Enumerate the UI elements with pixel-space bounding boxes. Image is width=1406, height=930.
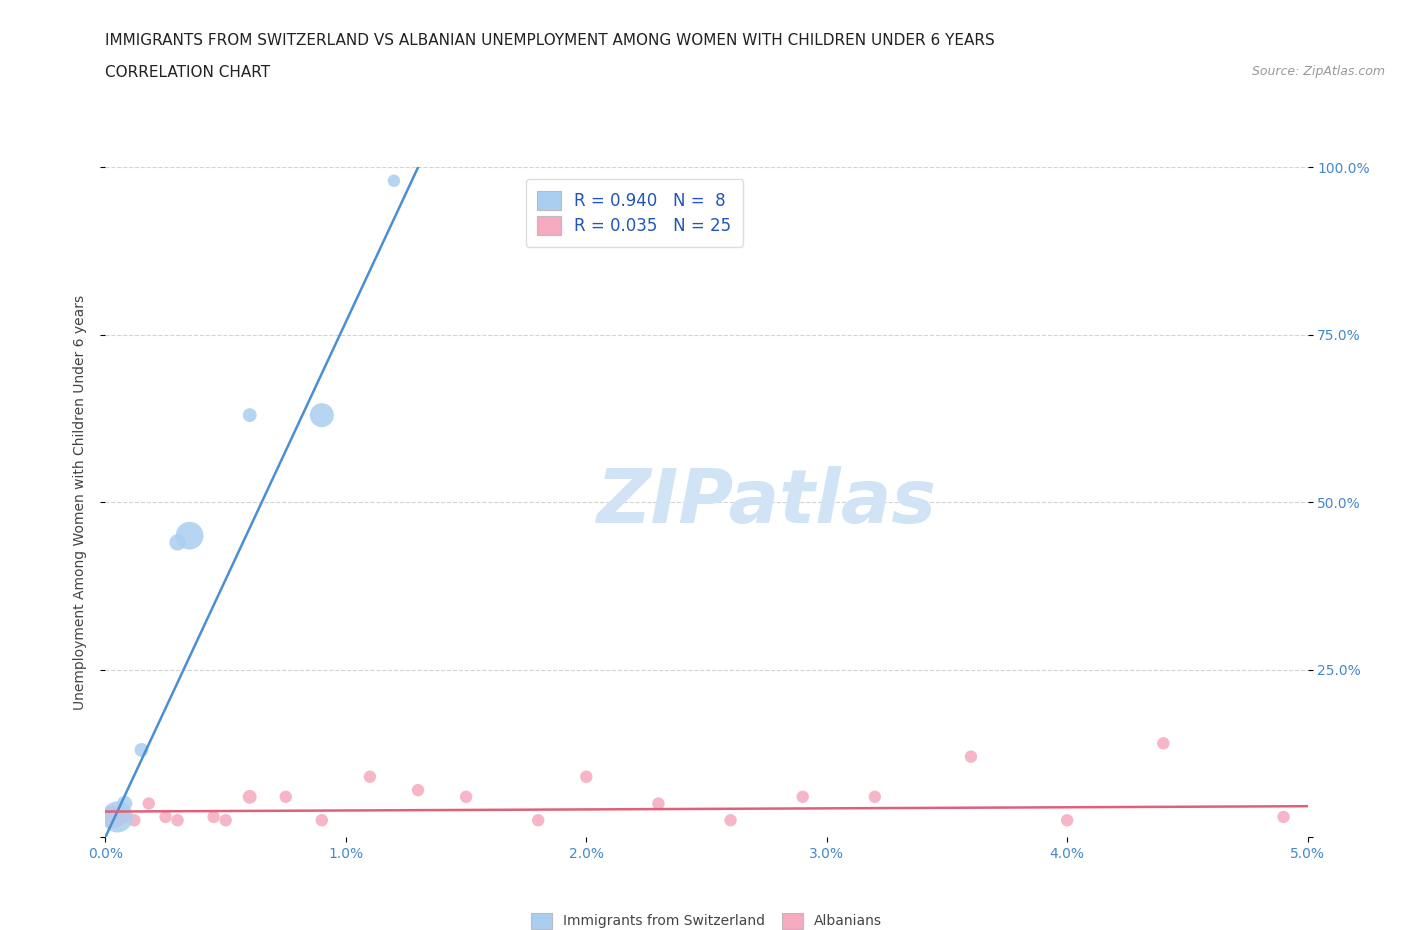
Point	[214, 813, 236, 828]
Point	[166, 535, 188, 550]
Point	[720, 813, 742, 828]
Point	[131, 742, 153, 757]
Point	[274, 790, 297, 804]
Legend: Immigrants from Switzerland, Albanians: Immigrants from Switzerland, Albanians	[523, 904, 890, 930]
Text: CORRELATION CHART: CORRELATION CHART	[105, 65, 270, 80]
Point	[239, 407, 262, 422]
Point	[114, 809, 136, 824]
Point	[166, 813, 188, 828]
Point	[792, 790, 814, 804]
Point	[101, 809, 124, 824]
Point	[359, 769, 381, 784]
Point	[107, 809, 129, 824]
Point	[1152, 736, 1174, 751]
Point	[527, 813, 550, 828]
Point	[647, 796, 669, 811]
Text: ZIPatlas: ZIPatlas	[596, 466, 936, 538]
Point	[960, 750, 983, 764]
Point	[575, 769, 598, 784]
Point	[138, 796, 160, 811]
Point	[1056, 813, 1078, 828]
Point	[239, 790, 262, 804]
Point	[202, 809, 225, 824]
Point	[155, 809, 177, 824]
Point	[406, 783, 429, 798]
Y-axis label: Unemployment Among Women with Children Under 6 years: Unemployment Among Women with Children U…	[73, 295, 87, 710]
Point	[454, 790, 477, 804]
Text: IMMIGRANTS FROM SWITZERLAND VS ALBANIAN UNEMPLOYMENT AMONG WOMEN WITH CHILDREN U: IMMIGRANTS FROM SWITZERLAND VS ALBANIAN …	[105, 33, 995, 47]
Point	[382, 173, 405, 188]
Point	[1272, 809, 1295, 824]
Point	[311, 407, 333, 422]
Point	[179, 528, 201, 543]
Point	[114, 796, 136, 811]
Point	[124, 813, 146, 828]
Point	[311, 813, 333, 828]
Text: Source: ZipAtlas.com: Source: ZipAtlas.com	[1251, 65, 1385, 78]
Point	[107, 813, 129, 828]
Point	[863, 790, 886, 804]
